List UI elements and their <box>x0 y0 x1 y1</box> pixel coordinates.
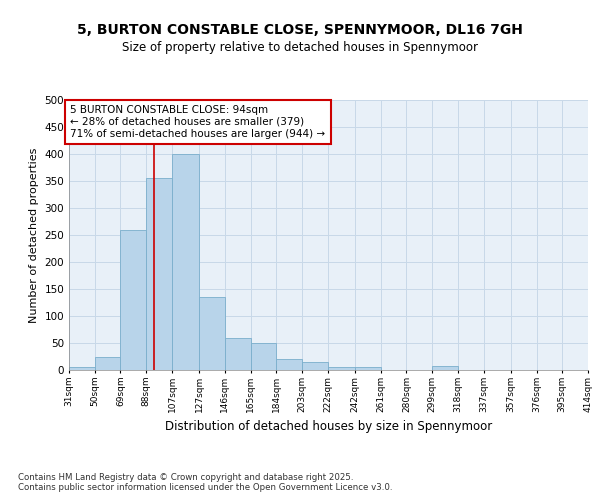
Bar <box>432 366 458 370</box>
Bar <box>121 230 146 370</box>
X-axis label: Distribution of detached houses by size in Spennymoor: Distribution of detached houses by size … <box>165 420 492 434</box>
Text: Size of property relative to detached houses in Spennymoor: Size of property relative to detached ho… <box>122 41 478 54</box>
Bar <box>199 297 225 370</box>
Bar <box>355 368 380 370</box>
Text: 5 BURTON CONSTABLE CLOSE: 94sqm
← 28% of detached houses are smaller (379)
71% o: 5 BURTON CONSTABLE CLOSE: 94sqm ← 28% of… <box>70 106 325 138</box>
Y-axis label: Number of detached properties: Number of detached properties <box>29 148 39 322</box>
Bar <box>95 356 121 370</box>
Bar <box>302 362 328 370</box>
Bar <box>328 368 355 370</box>
Bar <box>69 368 95 370</box>
Text: 5, BURTON CONSTABLE CLOSE, SPENNYMOOR, DL16 7GH: 5, BURTON CONSTABLE CLOSE, SPENNYMOOR, D… <box>77 22 523 36</box>
Bar <box>277 359 302 370</box>
Bar <box>251 343 277 370</box>
Bar <box>146 178 172 370</box>
Text: Contains HM Land Registry data © Crown copyright and database right 2025.
Contai: Contains HM Land Registry data © Crown c… <box>18 472 392 492</box>
Bar <box>172 154 199 370</box>
Bar <box>225 338 251 370</box>
